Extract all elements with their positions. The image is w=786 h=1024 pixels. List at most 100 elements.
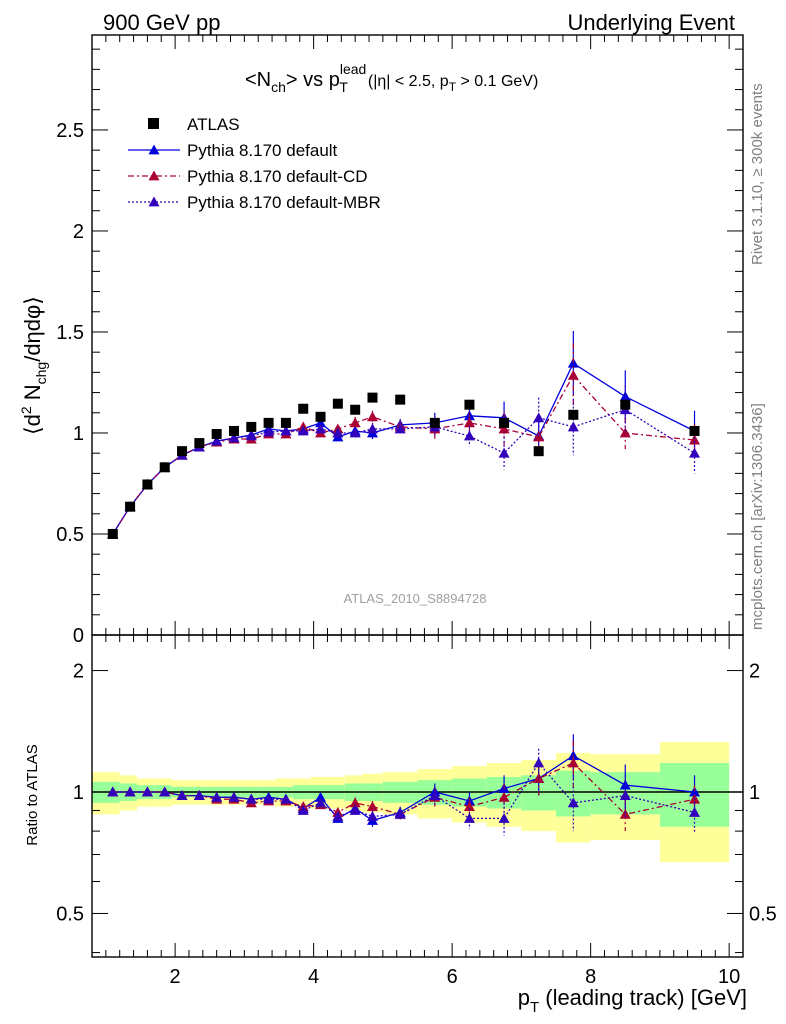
y-tick-label: 0.5 <box>56 524 84 546</box>
atlas-point <box>620 399 631 410</box>
ratio-y-tick-label: 1 <box>73 782 84 804</box>
ratio-y-tick-label-right: 0.5 <box>749 903 777 925</box>
atlas-point <box>332 398 343 409</box>
main-pythia-8-170-default-cd-point <box>619 427 631 438</box>
ratio-pythia-8-170-default-point <box>689 786 701 797</box>
main-y-tick-labels: 0 0.5 1 1.5 2 2.5 <box>56 120 84 647</box>
watermark: ATLAS_2010_S8894728 <box>344 591 487 606</box>
atlas-point <box>159 462 170 473</box>
header-right: Underlying Event <box>567 10 735 35</box>
main-pythia-8-170-default-point <box>619 391 631 402</box>
atlas-point <box>367 392 378 403</box>
atlas-point <box>395 394 406 405</box>
atlas-point <box>142 479 153 490</box>
legend-label: Pythia 8.170 default-MBR <box>187 193 381 212</box>
main-pythia-8-170-default-mbr-point <box>498 447 510 458</box>
legend-marker <box>148 170 160 181</box>
main-pythia-8-170-default-mbr-point <box>297 425 309 436</box>
mcplots-label: mcplots.cern.ch [arXiv:1306.3436] <box>749 403 766 630</box>
main-y-axis-label: ⟨d2 Nchg/dηdφ⟩ <box>18 296 49 435</box>
ratio-pythia-8-170-default-mbr-point <box>349 804 361 815</box>
ratio-pythia-8-170-default-mbr-point <box>107 786 119 797</box>
main-pythia-8-170-default-cd-point <box>349 417 361 428</box>
main-pythia-8-170-default-mbr-point <box>366 423 378 434</box>
main-pythia-8-170-default-mbr-point <box>349 427 361 438</box>
ratio-pythia-8-170-default-cd-point <box>619 808 631 819</box>
y-tick-label: 2 <box>73 221 84 243</box>
main-pythia-8-170-default-mbr-point <box>332 427 344 438</box>
main-pythia-8-170-default-cd-point <box>689 434 701 445</box>
chart-title: <Nch> vs plead T (|η| < 2.5, pT > 0.1 GeV) <box>245 61 538 95</box>
y-tick-label: 2.5 <box>56 120 84 142</box>
main-pythia-8-170-default-mbr-point <box>463 430 475 441</box>
ratio-pythia-8-170-default-cd-point <box>349 797 361 808</box>
ratio-axis-ticks <box>92 635 743 957</box>
main-pythia-8-170-default-point <box>315 417 327 428</box>
y-tick-label: 0 <box>73 625 84 647</box>
main-panel: 0 0.5 1 1.5 2 2.5 ⟨d2 Nchg/dηdφ⟩ <Nch> vs ple… <box>18 34 744 647</box>
x-tick-label: 10 <box>718 966 740 988</box>
main-marks <box>107 330 701 539</box>
y-tick-label: 1.5 <box>56 322 84 344</box>
main-pythia-8-170-default-mbr-point <box>689 447 701 458</box>
header-left: 900 GeV pp <box>103 10 220 35</box>
ratio-pythia-8-170-default-mbr-point <box>463 812 475 823</box>
ratio-pythia-8-170-default-mbr-point <box>366 810 378 821</box>
ratio-pythia-8-170-default-mbr-point <box>689 806 701 817</box>
atlas-point <box>298 403 309 414</box>
x-tick-labels: 2 4 6 8 10 <box>170 966 741 988</box>
atlas-point <box>499 417 510 428</box>
legend-marker <box>148 196 160 207</box>
legend-marker <box>148 144 160 155</box>
atlas-point <box>533 446 544 457</box>
ratio-pythia-8-170-default-mbr-point <box>124 786 136 797</box>
ratio-pythia-8-170-default-mbr-point <box>176 790 188 800</box>
legend-label: Pythia 8.170 default-CD <box>187 167 368 186</box>
ratio-pythia-8-170-default-mbr-point <box>211 791 223 802</box>
ratio-pythia-8-170-default-cd-point <box>366 801 378 812</box>
x-tick-label: 6 <box>447 966 458 988</box>
legend-label: Pythia 8.170 default <box>187 141 338 160</box>
ratio-pythia-8-170-default-mbr-point <box>280 793 292 804</box>
atlas-point <box>228 425 239 436</box>
ratio-panel: 0.5 0.5 1 1 2 2 2 4 6 8 10 Ratio to ATLAS pT (lea… <box>24 634 777 1016</box>
atlas-point <box>194 438 205 449</box>
ratio-pythia-8-170-default-mbr-point <box>297 804 309 815</box>
atlas-point <box>263 417 274 428</box>
main-pythia-8-170-default-mbr-point <box>567 421 579 432</box>
legend-marker-atlas <box>148 118 159 129</box>
ratio-pythia-8-170-default-mbr-point <box>619 790 631 800</box>
atlas-point <box>350 404 361 415</box>
x-tick-label: 4 <box>308 966 319 988</box>
ratio-y-axis-label: Ratio to ATLAS <box>24 744 41 845</box>
ratio-pythia-8-170-default-point <box>315 791 327 802</box>
svg-text:⟨d2 Nchg/dηdφ⟩: ⟨d2 Nchg/dηdφ⟩ <box>18 296 49 435</box>
ratio-pythia-8-170-default-mbr-line <box>112 761 695 820</box>
ratio-pythia-8-170-default-mbr-point <box>228 791 240 802</box>
main-pythia-8-170-default-mbr-point <box>211 435 223 446</box>
ratio-pythia-8-170-default-mbr-point <box>332 810 344 821</box>
ratio-pythia-8-170-default-mbr-point <box>263 793 275 804</box>
x-tick-label: 8 <box>585 966 596 988</box>
ratio-marks <box>107 734 701 836</box>
main-pythia-8-170-default-mbr-point <box>245 430 257 441</box>
main-pythia-8-170-default-mbr-point <box>280 425 292 436</box>
svg-text:pT (leading track) [GeV]: pT (leading track) [GeV] <box>518 985 747 1016</box>
legend-label: ATLAS <box>187 115 240 134</box>
atlas-point <box>568 409 579 420</box>
atlas-point <box>211 428 222 439</box>
ratio-pythia-8-170-default-mbr-point <box>429 790 441 800</box>
main-pythia-8-170-default-mbr-point <box>315 423 327 434</box>
atlas-point <box>177 446 188 457</box>
atlas-point <box>315 411 326 422</box>
atlas-point <box>246 421 257 432</box>
ratio-y-tick-label-right: 1 <box>749 782 760 804</box>
ratio-pythia-8-170-default-mbr-point <box>159 786 171 797</box>
atlas-point <box>689 425 700 436</box>
atlas-point <box>464 399 475 410</box>
ratio-pythia-8-170-default-cd-line <box>112 762 695 816</box>
ratio-pythia-8-170-default-cd-point <box>463 801 475 812</box>
rivet-version-label: Rivet 3.1.10, ≥ 300k events <box>749 83 766 265</box>
